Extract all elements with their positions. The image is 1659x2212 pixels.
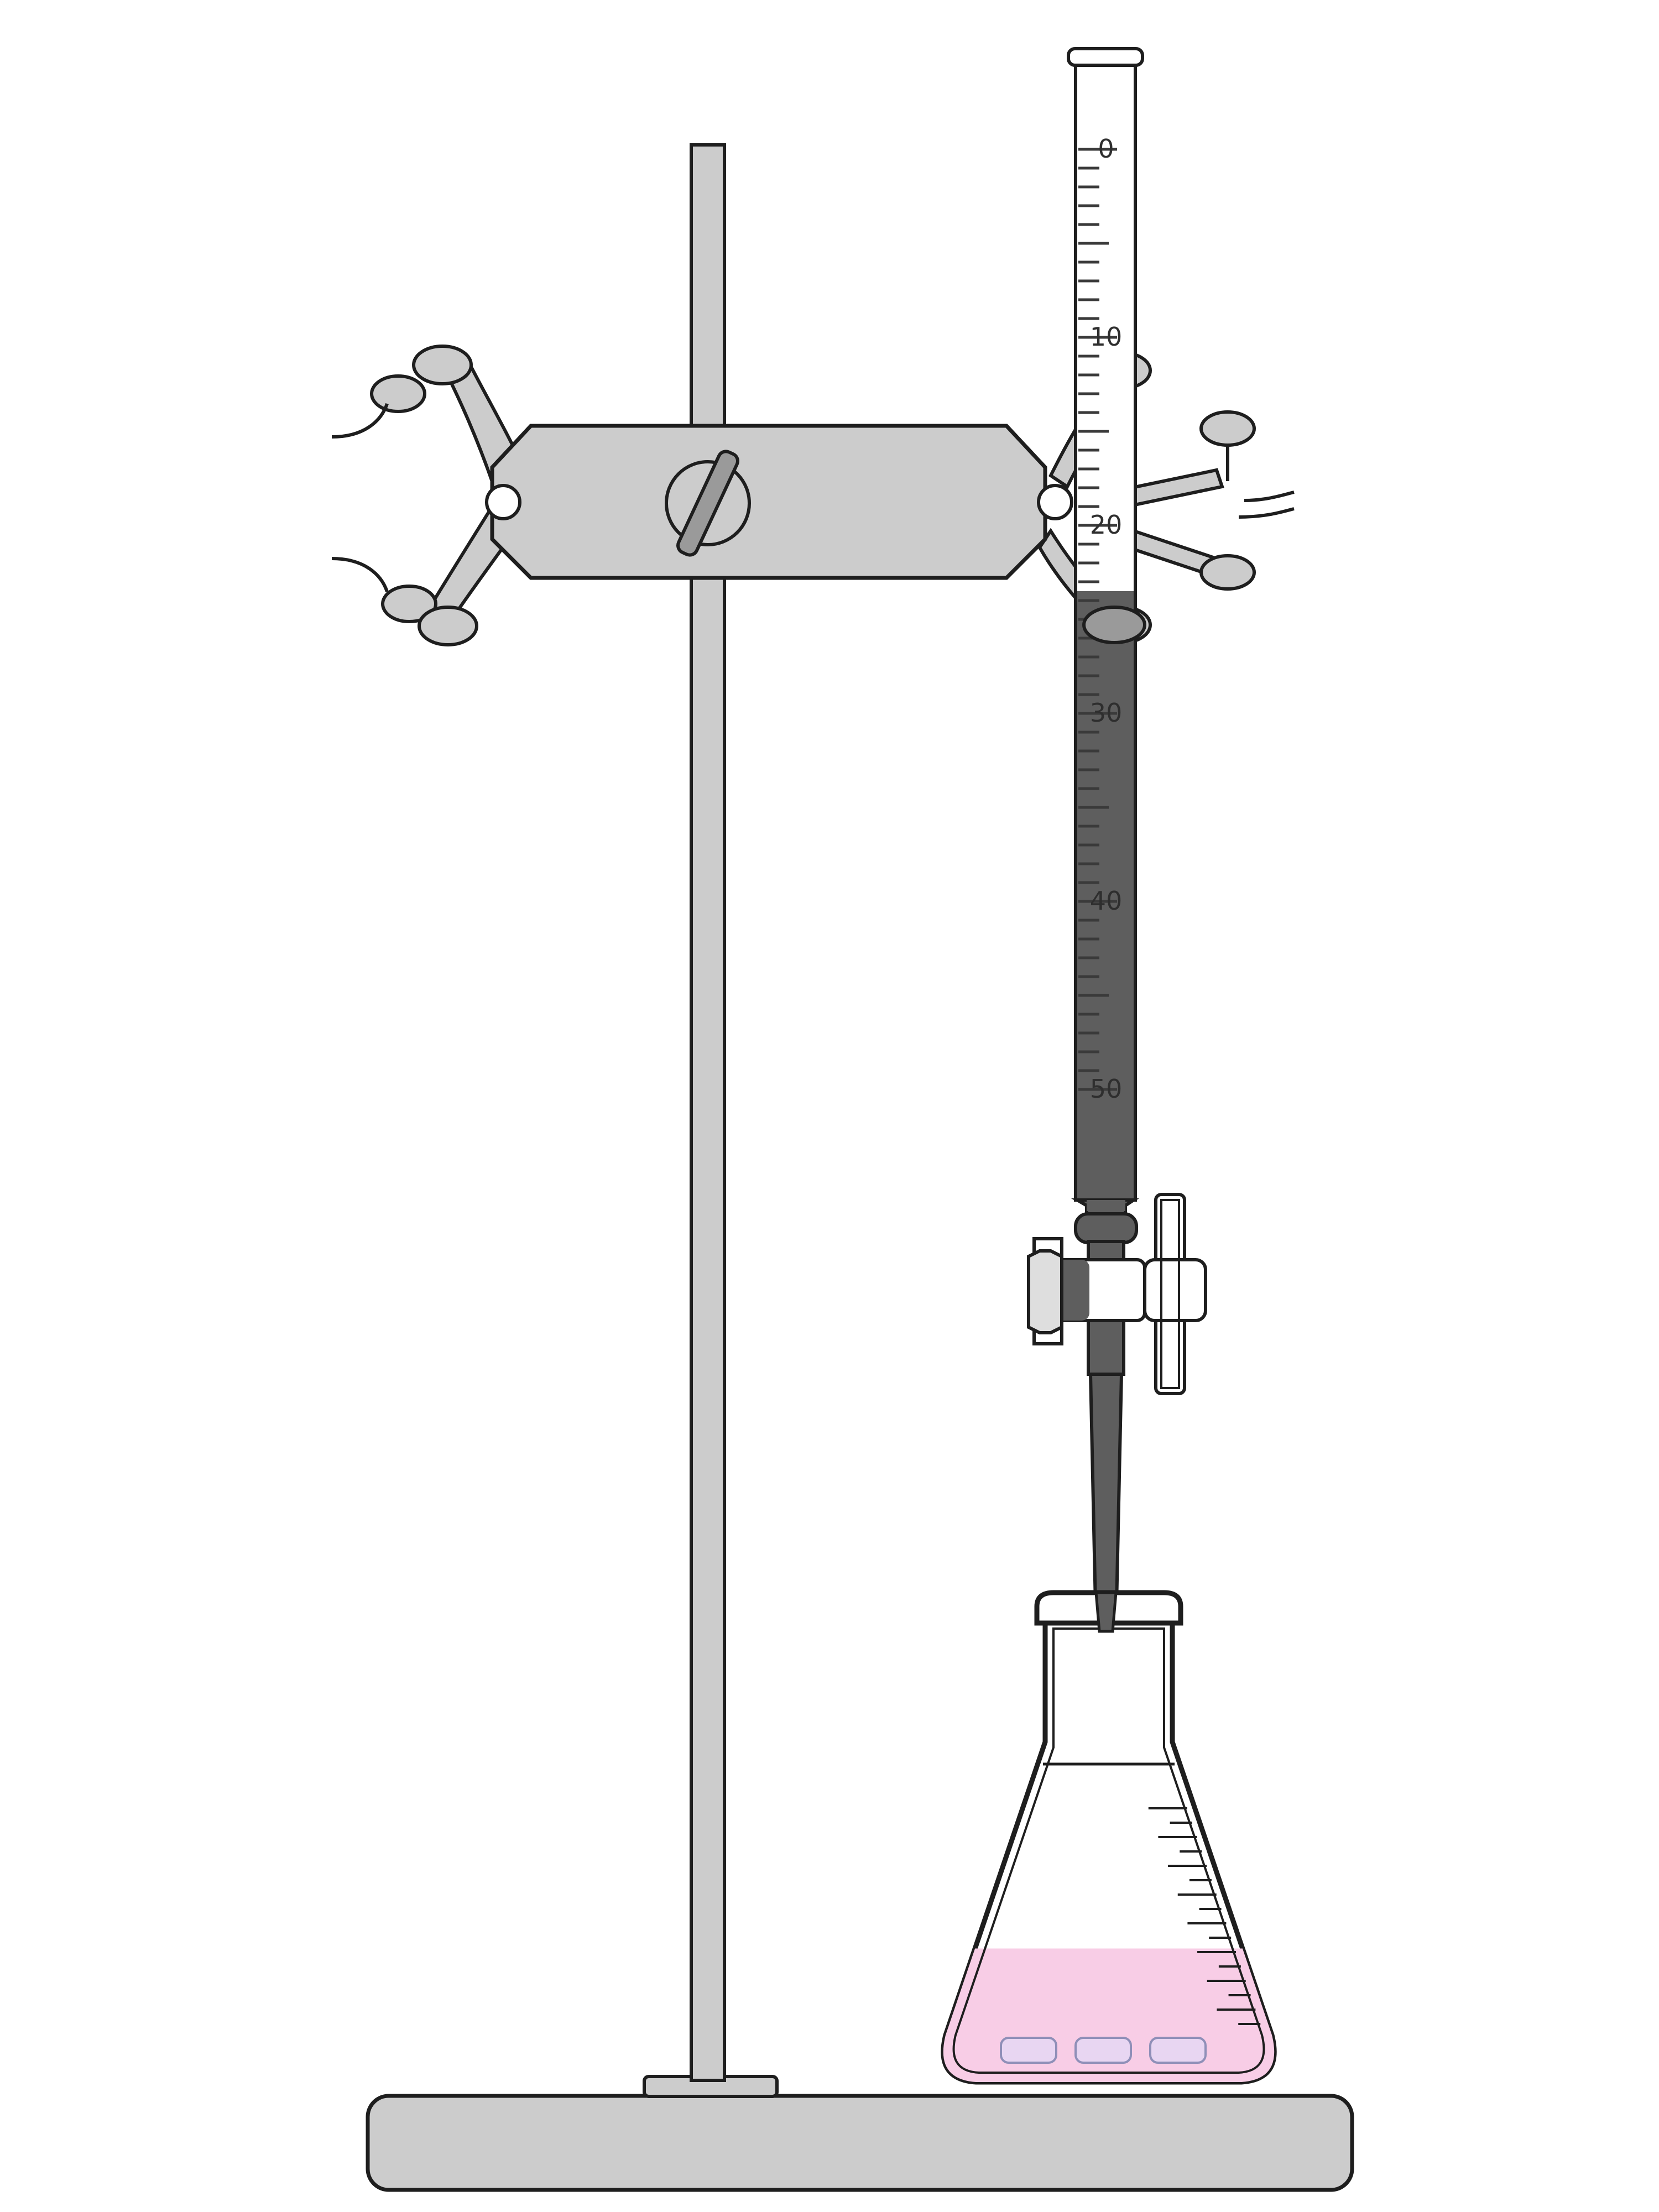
burette-label-20: 20 xyxy=(1090,510,1123,540)
burette-label-10: 10 xyxy=(1090,322,1123,352)
burette-scale-labels: 0 10 20 30 40 50 xyxy=(1090,134,1123,1104)
erlenmeyer-flask xyxy=(941,1590,1277,2085)
flask-inner-wall xyxy=(952,1627,1265,2074)
clamp-right-pivot xyxy=(1037,484,1073,520)
burette-label-0: 0 xyxy=(1098,134,1114,164)
burette-clamp-pad xyxy=(1082,606,1146,644)
flask-graduation-ticks xyxy=(1148,1807,1261,2025)
burette-collar xyxy=(1074,1212,1138,1244)
burette-tip-in-flask xyxy=(1094,1591,1118,1633)
stopcock-valve[interactable] xyxy=(1027,1193,1207,1395)
burette-graduation-ticks xyxy=(1078,148,1117,1091)
burette-rim xyxy=(1067,47,1144,67)
burette-label-50: 50 xyxy=(1090,1074,1123,1104)
clamp-left-pivot xyxy=(485,484,521,520)
burette-label-30: 30 xyxy=(1090,698,1123,728)
clamp-screw xyxy=(665,450,751,557)
burette: 0 10 20 30 40 50 xyxy=(1027,47,1207,1639)
flask-liquid xyxy=(943,1948,1275,2082)
stand-base xyxy=(366,2094,1354,2192)
flask-stir-bars xyxy=(1000,2037,1207,2064)
burette-label-40: 40 xyxy=(1090,886,1123,916)
clamp-body xyxy=(490,424,1047,580)
burette-liquid-column xyxy=(1077,591,1134,1200)
